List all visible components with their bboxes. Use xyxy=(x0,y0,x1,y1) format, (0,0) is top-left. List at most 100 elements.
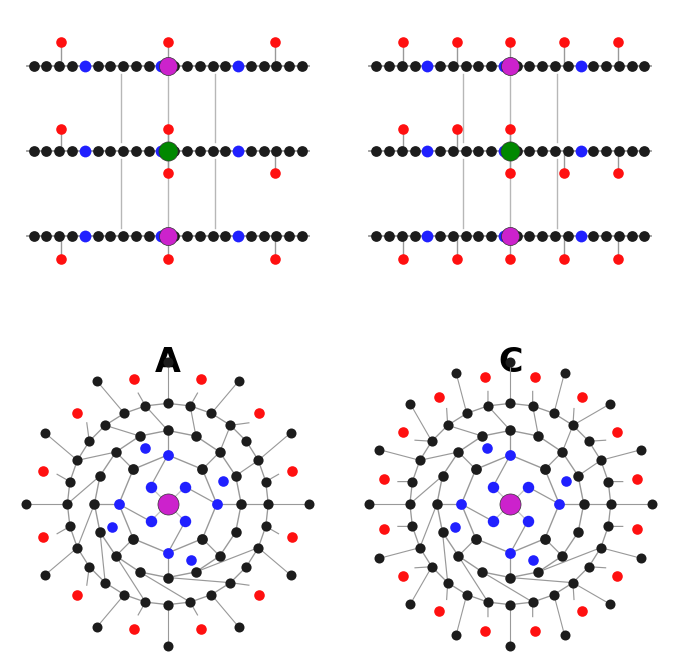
Point xyxy=(162,167,173,178)
Point xyxy=(626,145,637,156)
Point xyxy=(186,554,197,565)
Point xyxy=(297,60,308,71)
Point xyxy=(451,37,462,48)
Point xyxy=(41,230,52,241)
Point xyxy=(41,145,52,156)
Point xyxy=(505,398,516,409)
Point xyxy=(434,145,445,156)
Point xyxy=(407,521,418,532)
Point xyxy=(505,572,516,583)
Point xyxy=(55,254,66,265)
Point xyxy=(118,60,129,71)
Point xyxy=(477,431,488,442)
Point xyxy=(530,625,541,636)
Point xyxy=(437,527,448,538)
Point xyxy=(567,420,578,431)
Point xyxy=(55,124,66,134)
Point xyxy=(260,521,271,532)
Point xyxy=(162,499,173,509)
Point xyxy=(285,570,296,581)
Point xyxy=(287,532,298,543)
Point xyxy=(207,145,218,156)
Point xyxy=(647,499,658,509)
Point xyxy=(612,571,623,581)
Point xyxy=(253,407,264,418)
Point xyxy=(64,476,75,487)
Point xyxy=(636,444,647,455)
Point xyxy=(603,521,614,532)
Point xyxy=(179,481,190,492)
Point xyxy=(207,60,218,71)
Point xyxy=(92,376,103,386)
Point xyxy=(434,60,445,71)
Point xyxy=(105,145,116,156)
Point xyxy=(287,465,298,476)
Point xyxy=(195,60,206,71)
Point xyxy=(162,145,173,156)
Point xyxy=(560,476,571,487)
Point xyxy=(182,230,192,241)
Point xyxy=(533,566,544,577)
Point xyxy=(118,145,129,156)
Point xyxy=(639,60,650,71)
Point xyxy=(71,407,82,418)
Point xyxy=(473,230,484,241)
Point xyxy=(379,474,390,485)
Point xyxy=(396,60,407,71)
Point xyxy=(511,60,522,71)
Point xyxy=(218,476,229,487)
Point xyxy=(451,368,462,378)
Point xyxy=(53,145,64,156)
Point xyxy=(584,436,595,447)
Point xyxy=(549,60,560,71)
Point xyxy=(567,577,578,588)
Point xyxy=(473,145,484,156)
Point xyxy=(447,60,458,71)
Point xyxy=(214,550,225,561)
Point xyxy=(527,597,538,607)
Point xyxy=(297,230,308,241)
Point xyxy=(451,630,462,640)
Point xyxy=(197,464,208,474)
Point xyxy=(230,470,241,481)
Point xyxy=(53,60,64,71)
Point xyxy=(225,577,236,588)
Point xyxy=(162,124,173,134)
Point xyxy=(139,443,150,454)
Point xyxy=(505,230,516,241)
Point xyxy=(143,230,154,241)
Point xyxy=(371,60,382,71)
Point xyxy=(573,470,584,481)
Point xyxy=(505,548,516,558)
Point xyxy=(129,623,140,634)
Point xyxy=(549,230,560,241)
Point xyxy=(601,60,612,71)
Point xyxy=(110,550,121,561)
Point xyxy=(505,60,516,71)
Point xyxy=(606,499,616,509)
Point xyxy=(162,425,173,436)
Point xyxy=(384,230,395,241)
Point xyxy=(505,599,516,610)
Point xyxy=(179,516,190,527)
Point xyxy=(477,566,488,577)
Point xyxy=(66,230,77,241)
Point xyxy=(530,372,541,383)
Point xyxy=(270,167,281,178)
Point xyxy=(558,254,569,265)
Point xyxy=(614,60,625,71)
Point xyxy=(38,532,49,543)
Point xyxy=(537,145,548,156)
Point xyxy=(263,499,274,509)
Point xyxy=(241,436,252,447)
Point xyxy=(207,230,218,241)
Point xyxy=(260,476,271,487)
Point xyxy=(409,145,420,156)
Point xyxy=(639,145,650,156)
Point xyxy=(460,145,471,156)
Point xyxy=(145,481,156,492)
Point xyxy=(614,145,625,156)
Point xyxy=(505,254,516,265)
Point xyxy=(162,548,173,558)
Point xyxy=(114,499,125,509)
